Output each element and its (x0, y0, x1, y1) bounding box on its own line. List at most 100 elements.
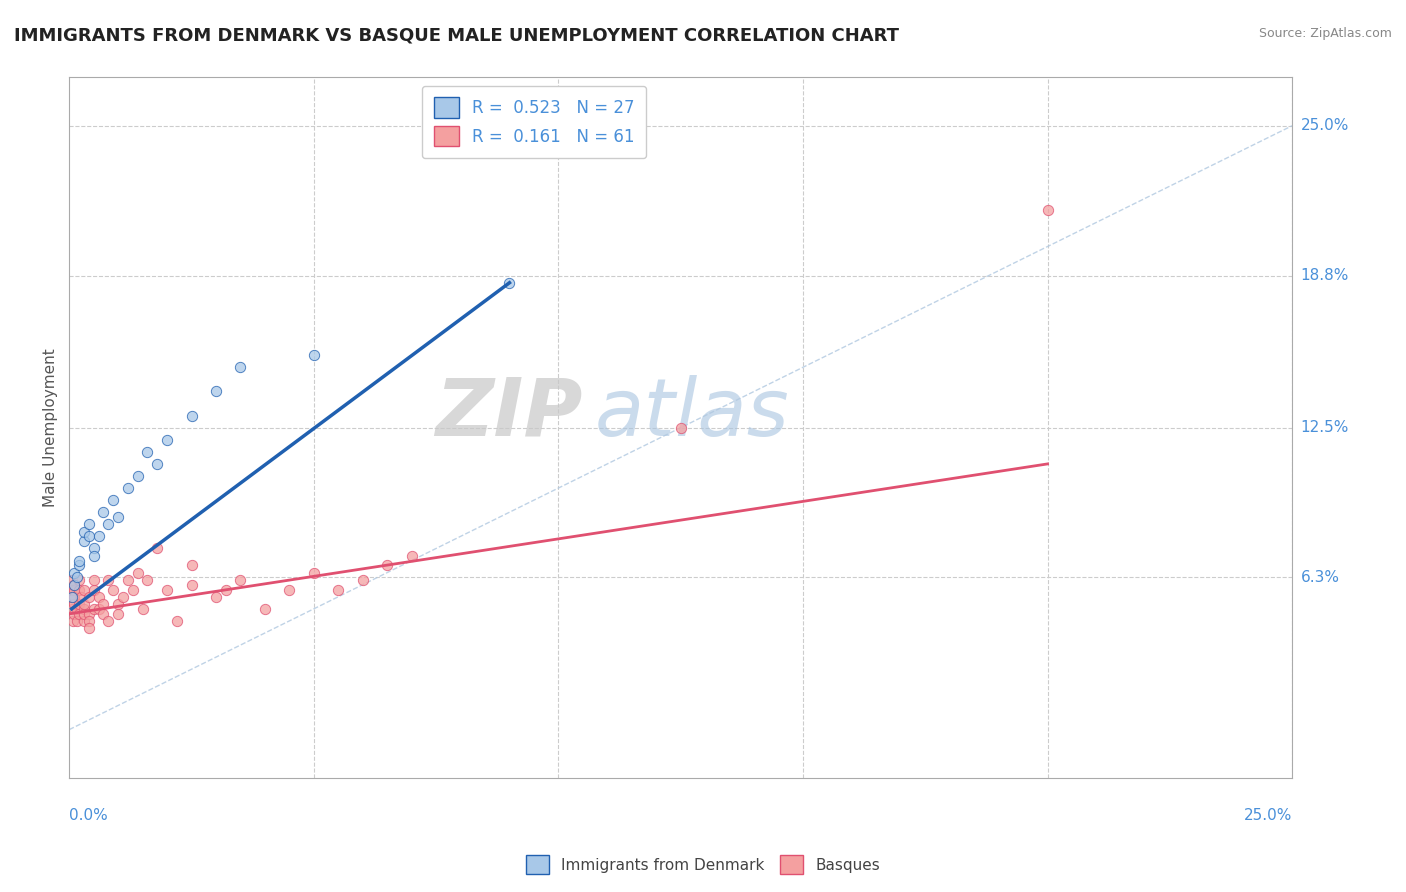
Point (77, 529, 100, 543)
Point (60, 602, 83, 616)
Point (83, 573, 105, 587)
Point (215, 582, 238, 597)
Point (1036, 203, 1059, 218)
Point (73, 607, 96, 621)
Point (146, 541, 169, 556)
Point (278, 582, 301, 597)
Point (253, 602, 276, 616)
Text: 25.0%: 25.0% (1301, 119, 1348, 133)
Point (73, 597, 96, 611)
Point (97, 573, 120, 587)
Point (103, 582, 125, 597)
Point (63, 597, 86, 611)
Point (117, 481, 139, 495)
Text: Source: ZipAtlas.com: Source: ZipAtlas.com (1258, 27, 1392, 40)
Point (77, 517, 100, 532)
Point (302, 566, 325, 580)
Text: 12.5%: 12.5% (1301, 420, 1348, 435)
Point (83, 582, 105, 597)
Point (67, 582, 90, 597)
Point (97, 614, 120, 628)
Point (669, 420, 692, 434)
Point (70, 590, 93, 604)
Point (63, 566, 86, 580)
Point (65, 614, 87, 628)
Point (328, 582, 350, 597)
Point (62, 614, 84, 628)
Point (77, 621, 100, 635)
Point (93, 597, 115, 611)
Point (67, 573, 90, 587)
Text: 6.3%: 6.3% (1301, 570, 1340, 585)
Point (83, 549, 105, 563)
Point (127, 469, 149, 483)
Point (205, 384, 228, 399)
Point (87, 590, 110, 604)
Point (180, 577, 202, 591)
Point (83, 602, 105, 616)
Point (112, 590, 135, 604)
Point (180, 409, 202, 423)
Point (107, 510, 129, 524)
Point (67, 607, 90, 621)
Point (107, 597, 129, 611)
Point (131, 602, 153, 616)
Point (121, 582, 143, 597)
Point (136, 445, 159, 459)
Point (67, 558, 90, 573)
Text: atlas: atlas (595, 375, 790, 452)
Point (73, 614, 96, 628)
Point (93, 607, 115, 621)
Point (73, 534, 96, 549)
Point (63, 577, 86, 591)
Point (352, 573, 374, 587)
Point (73, 582, 96, 597)
Point (77, 607, 100, 621)
Point (103, 493, 125, 508)
Point (156, 433, 179, 447)
Point (63, 590, 86, 604)
Point (156, 582, 179, 597)
Point (127, 566, 149, 580)
Point (67, 553, 90, 567)
Legend: R =  0.523   N = 27, R =  0.161   N = 61: R = 0.523 N = 27, R = 0.161 N = 61 (422, 86, 645, 158)
Point (136, 573, 159, 587)
Text: ZIP: ZIP (436, 375, 583, 452)
Point (205, 590, 228, 604)
Y-axis label: Male Unemployment: Male Unemployment (44, 348, 58, 507)
Point (59, 590, 82, 604)
Point (73, 524, 96, 539)
Point (59, 582, 82, 597)
Point (67, 597, 90, 611)
Point (60, 590, 83, 604)
Point (498, 276, 520, 290)
Point (87, 602, 110, 616)
Point (302, 348, 325, 362)
Point (97, 517, 120, 532)
Point (146, 457, 169, 471)
Text: IMMIGRANTS FROM DENMARK VS BASQUE MALE UNEMPLOYMENT CORRELATION CHART: IMMIGRANTS FROM DENMARK VS BASQUE MALE U… (14, 27, 898, 45)
Point (73, 602, 96, 616)
Point (63, 607, 86, 621)
Point (83, 541, 105, 556)
Point (77, 614, 100, 628)
Point (107, 607, 129, 621)
Point (63, 577, 86, 591)
Point (117, 573, 139, 587)
Text: 0.0%: 0.0% (69, 808, 108, 823)
Point (401, 549, 423, 563)
Point (60, 573, 83, 587)
Point (65, 602, 87, 616)
Text: 18.8%: 18.8% (1301, 268, 1348, 283)
Point (93, 505, 115, 519)
Point (65, 570, 87, 584)
Point (87, 529, 110, 543)
Point (63, 582, 86, 597)
Point (229, 360, 252, 375)
Text: 25.0%: 25.0% (1244, 808, 1292, 823)
Point (77, 590, 100, 604)
Point (229, 573, 252, 587)
Point (180, 558, 202, 573)
Point (375, 558, 398, 573)
Legend: Immigrants from Denmark, Basques: Immigrants from Denmark, Basques (520, 849, 886, 880)
